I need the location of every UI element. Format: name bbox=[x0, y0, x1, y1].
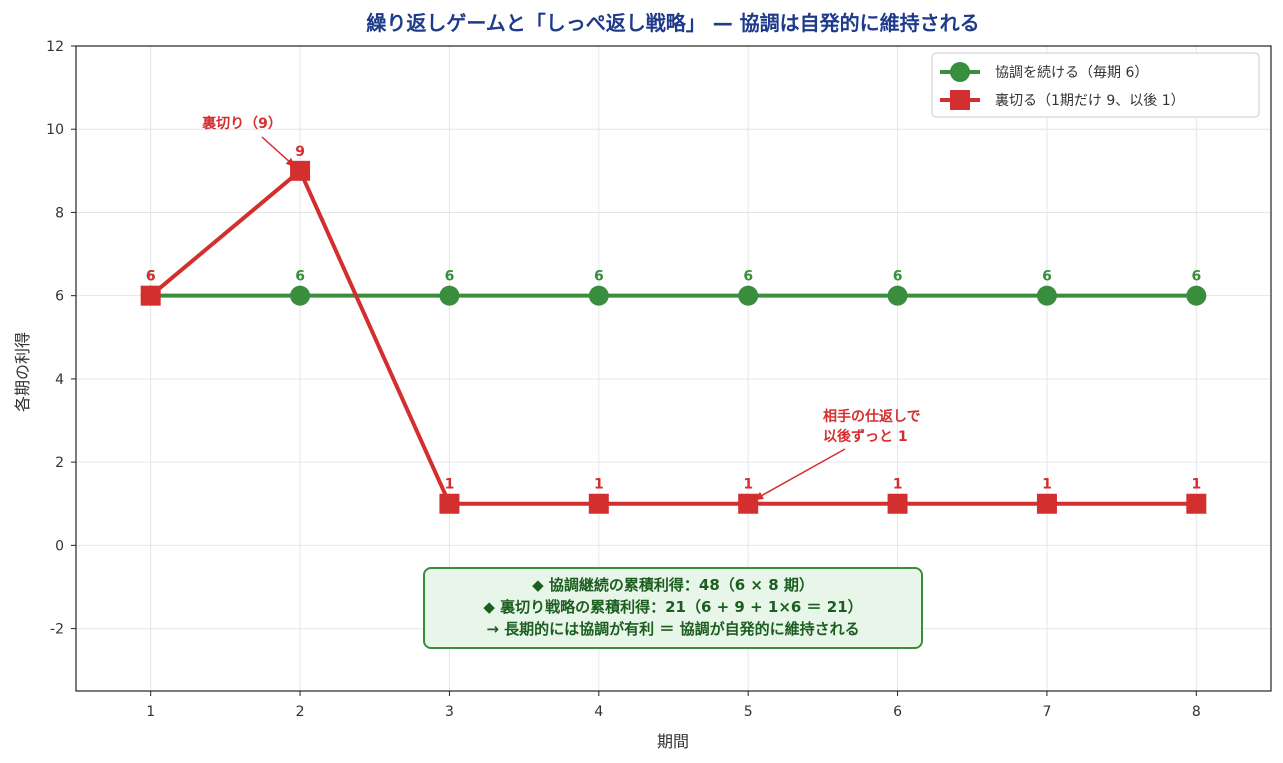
x-axis-label: 期間 bbox=[657, 732, 689, 751]
series-2-point bbox=[140, 285, 161, 306]
x-tick-label: 5 bbox=[744, 704, 753, 720]
series-2-data-label: 1 bbox=[893, 477, 903, 493]
series-1-data-label: 6 bbox=[594, 269, 604, 285]
legend-box bbox=[931, 52, 1260, 118]
summary-line: ◆ 協調継続の累積利得：48（6 × 8 期） bbox=[532, 576, 814, 594]
y-tick-label: 12 bbox=[46, 39, 64, 55]
legend-label-1: 協調を続ける（毎期 6） bbox=[995, 64, 1148, 81]
y-tick-label: -2 bbox=[50, 622, 64, 638]
x-tick-label: 2 bbox=[296, 704, 305, 720]
series-2-point bbox=[887, 493, 908, 514]
series-line-2 bbox=[149, 168, 1197, 506]
plot-frame bbox=[75, 45, 1272, 692]
series-1-point bbox=[588, 285, 609, 306]
series-2-point bbox=[738, 493, 759, 514]
series-2-data-label: 9 bbox=[295, 144, 305, 160]
x-tick-label: 6 bbox=[893, 704, 902, 720]
legend-swatch-marker-1 bbox=[950, 62, 970, 82]
y-tick-label: 4 bbox=[55, 372, 64, 388]
series-2-data-label: 1 bbox=[743, 477, 753, 493]
y-tick-label: 2 bbox=[55, 455, 64, 471]
x-tick-label: 4 bbox=[594, 704, 603, 720]
series-1-data-label: 6 bbox=[743, 269, 753, 285]
summary-line: ◆ 裏切り戦略の累積利得：21（6 + 9 + 1×6 ＝ 21） bbox=[483, 598, 862, 616]
series-1-point bbox=[439, 285, 460, 306]
legend-label-2: 裏切る（1期だけ 9、以後 1） bbox=[995, 92, 1185, 109]
series-1-point bbox=[1186, 285, 1207, 306]
series-2-data-label: 1 bbox=[445, 477, 455, 493]
y-tick-label: 8 bbox=[55, 205, 64, 221]
summary-line: → 長期的には協調が有利 ＝ 協調が自発的に維持される bbox=[486, 620, 859, 638]
series-2-point bbox=[1186, 493, 1207, 514]
series-1-point bbox=[887, 285, 908, 306]
series-2-data-label: 1 bbox=[1191, 477, 1201, 493]
legend: 協調を続ける（毎期 6） 裏切る（1期だけ 9、以後 1） bbox=[931, 52, 1260, 118]
series-1-point bbox=[1036, 285, 1057, 306]
y-axis-label: 各期の利得 bbox=[13, 332, 32, 412]
chart-title: 繰り返しゲームと「しっぺ返し戦略」 — 協調は自発的に維持される bbox=[366, 11, 979, 35]
series-2-data-label: 6 bbox=[146, 269, 156, 285]
annotation-retaliation-text: 相手の仕返しで bbox=[823, 408, 921, 425]
y-tick-label: 0 bbox=[55, 538, 64, 554]
series-2-point bbox=[290, 160, 311, 181]
series-2-point bbox=[439, 493, 460, 514]
series-1-point bbox=[738, 285, 759, 306]
x-tick-label: 1 bbox=[146, 704, 155, 720]
annotation-defect-text: 裏切り（9） bbox=[201, 115, 282, 132]
x-tick-label: 3 bbox=[445, 704, 454, 720]
series-1-data-label: 6 bbox=[893, 269, 903, 285]
series-1-data-label: 6 bbox=[295, 269, 305, 285]
series-1-data-label: 6 bbox=[445, 269, 455, 285]
annotation-retaliation-text: 以後ずっと 1 bbox=[823, 428, 908, 445]
series-1-data-label: 6 bbox=[146, 269, 156, 285]
series-2-data-label: 1 bbox=[1042, 477, 1052, 493]
grid bbox=[76, 45, 1271, 691]
series-layer bbox=[140, 160, 1207, 514]
x-tick-label: 8 bbox=[1192, 704, 1201, 720]
annotation-defect-arrow bbox=[261, 136, 296, 168]
series-1-point bbox=[290, 285, 311, 306]
y-tick-label: 10 bbox=[46, 122, 64, 138]
series-1-data-label: 6 bbox=[1042, 269, 1052, 285]
legend-swatch-marker-2 bbox=[950, 90, 970, 110]
annotation-retaliation-arrow bbox=[753, 448, 846, 501]
summary-box-frame bbox=[423, 567, 923, 649]
y-tick-label: 6 bbox=[55, 289, 64, 305]
series-2-point bbox=[588, 493, 609, 514]
summary-box: ◆ 協調継続の累積利得：48（6 × 8 期） ◆ 裏切り戦略の累積利得：21（6… bbox=[423, 567, 923, 649]
series-2-data-label: 1 bbox=[594, 477, 604, 493]
x-tick-label: 7 bbox=[1042, 704, 1051, 720]
series-1-data-label: 6 bbox=[1191, 269, 1201, 285]
series-2-point bbox=[1036, 493, 1057, 514]
